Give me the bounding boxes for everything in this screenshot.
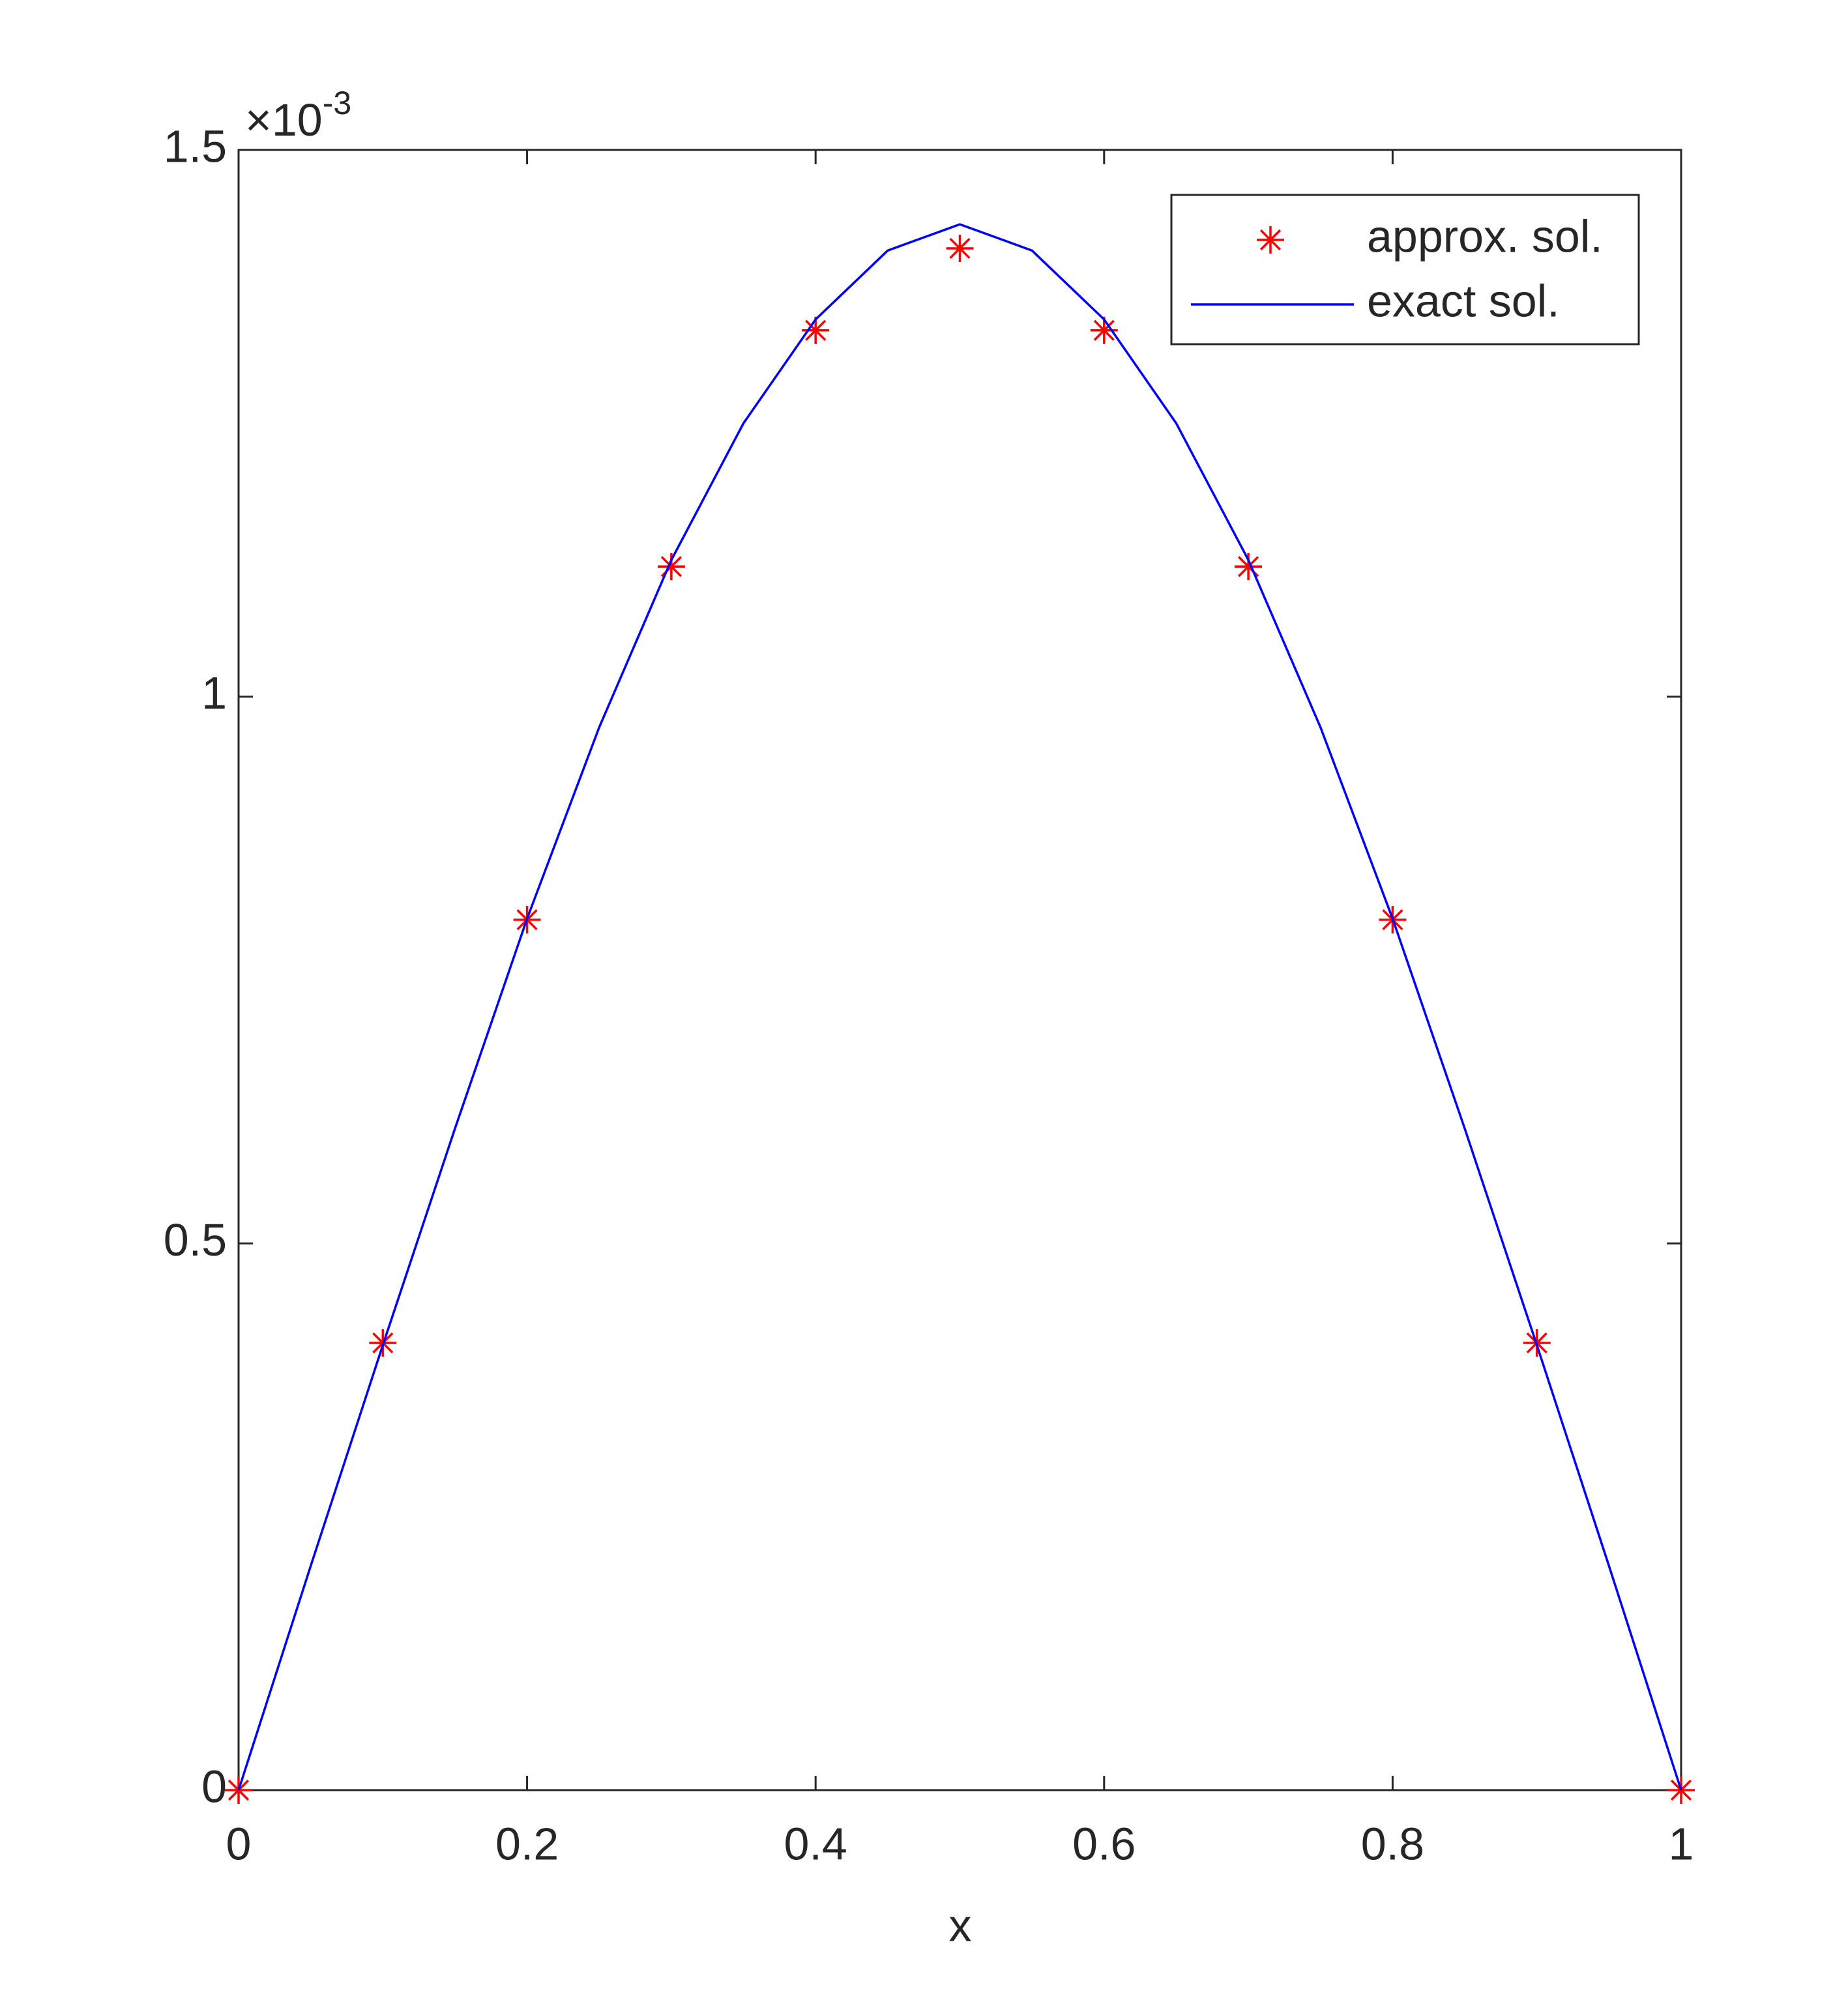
x-tick-label: 0.6 <box>1072 1818 1136 1869</box>
axes-box <box>237 149 1682 1791</box>
x-tick-label: 0.2 <box>495 1818 559 1869</box>
y-multiplier-base: ×10 <box>245 95 323 145</box>
y-multiplier-exponent: -3 <box>323 85 351 121</box>
data-point <box>1090 316 1118 344</box>
series-line <box>237 223 1682 1791</box>
y-tick-label: 1.5 <box>164 121 227 171</box>
legend-label: approx. sol. <box>1367 211 1603 261</box>
legend-marker <box>1257 226 1284 254</box>
x-tick-label: 0.8 <box>1361 1818 1424 1869</box>
legend-box <box>1170 194 1640 346</box>
y-multiplier: ×10-3 <box>245 85 351 145</box>
data-point <box>657 553 685 581</box>
x-tick-label: 0 <box>226 1818 252 1869</box>
data-point <box>802 316 830 344</box>
data-point <box>1235 553 1263 581</box>
data-point <box>946 234 974 262</box>
y-tick-label: 0 <box>201 1761 227 1812</box>
y-tick-label: 0.5 <box>164 1214 227 1265</box>
x-tick-label: 1 <box>1669 1818 1694 1869</box>
x-tick-label: 0.4 <box>784 1818 847 1869</box>
legend-label: exact sol. <box>1367 275 1560 326</box>
y-tick-label: 1 <box>201 668 227 718</box>
x-axis-label: x <box>949 1900 972 1950</box>
